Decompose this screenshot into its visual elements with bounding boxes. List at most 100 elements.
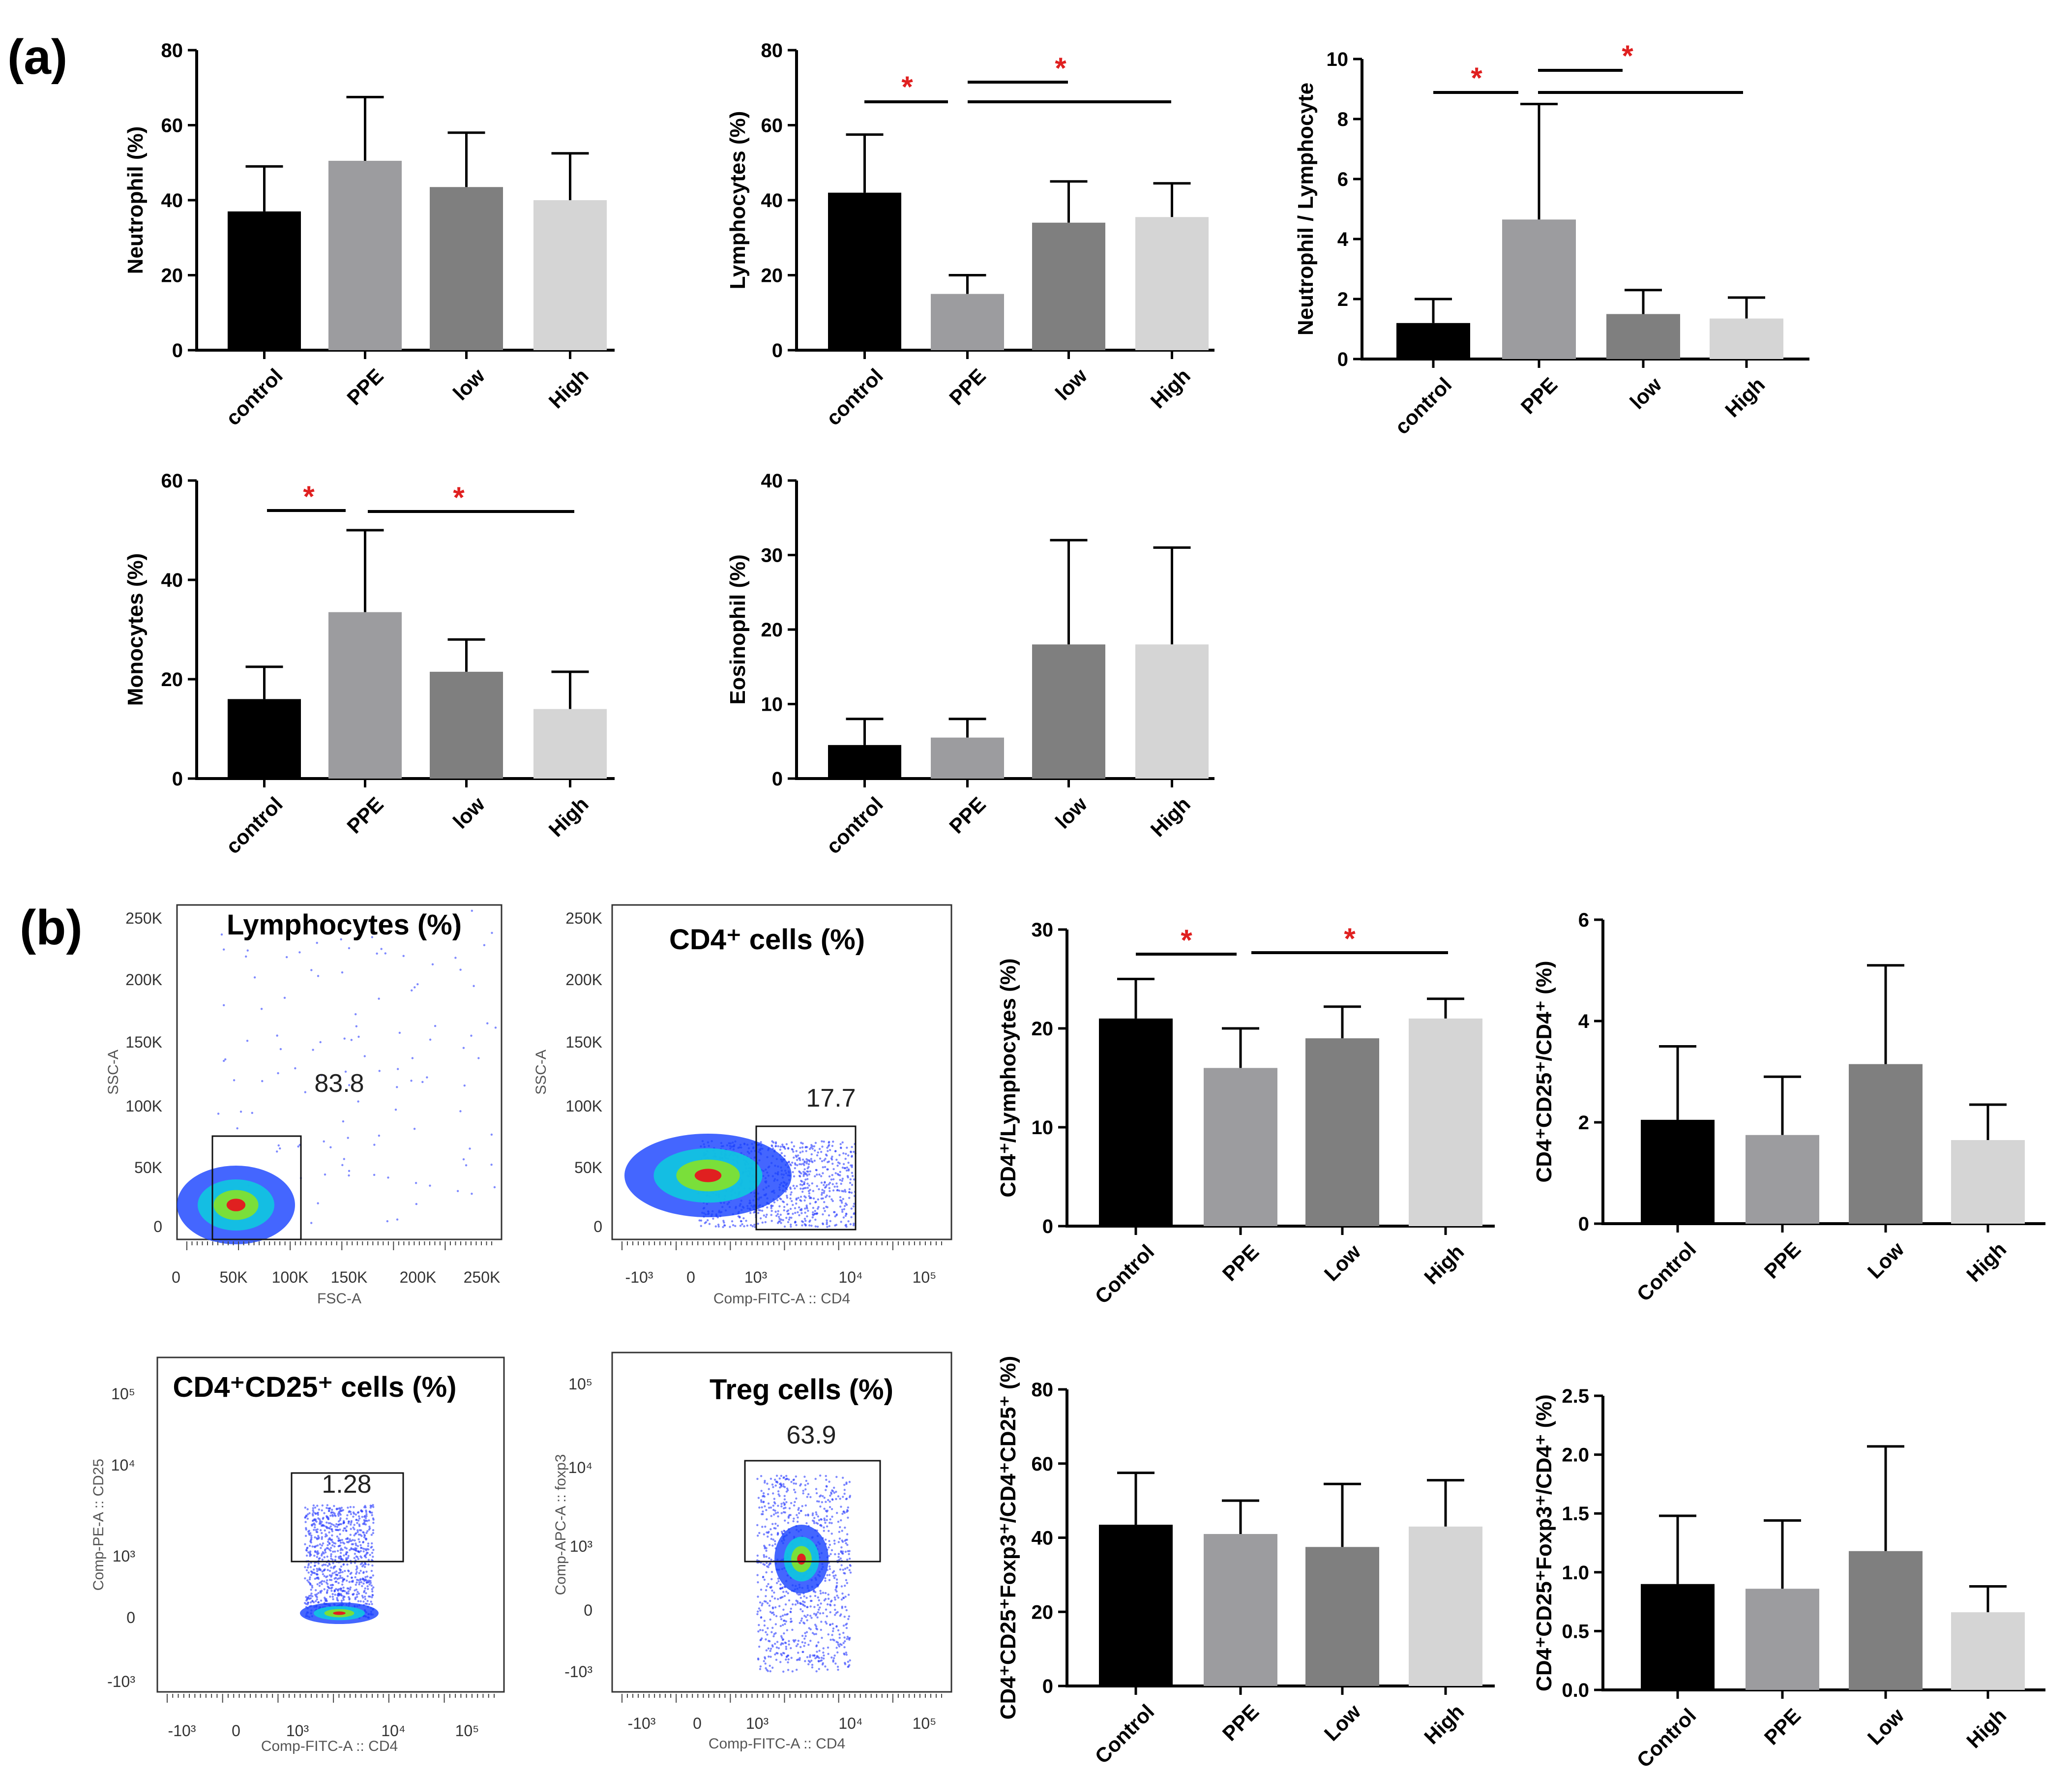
event-dot [328, 1531, 330, 1534]
event-dot [321, 1504, 324, 1507]
event-dot [810, 1659, 813, 1662]
event-dot [838, 1636, 841, 1639]
event-dot [807, 1493, 810, 1496]
event-dot [712, 1217, 714, 1220]
event-dot [838, 1559, 840, 1561]
event-dot [780, 1642, 783, 1645]
event-dot [792, 1212, 794, 1215]
event-dot [766, 1585, 768, 1588]
event-dot [805, 1479, 808, 1482]
event-dot [765, 1509, 768, 1511]
event-dot [784, 1603, 787, 1606]
event-dot [806, 1656, 809, 1658]
event-dot [396, 1086, 398, 1088]
event-dot [339, 1533, 341, 1535]
event-dot [277, 1072, 279, 1075]
event-dot [462, 1158, 465, 1161]
event-dot [825, 1485, 828, 1487]
event-dot [836, 1164, 839, 1167]
y-axis-label: CD4⁺/Lymphocytes (%) [996, 958, 1020, 1197]
event-dot [838, 1531, 841, 1533]
event-dot [809, 1655, 811, 1658]
event-dot [368, 1510, 371, 1513]
event-dot [770, 1578, 773, 1581]
event-dot [773, 1201, 776, 1203]
event-dot [772, 1613, 775, 1616]
event-dot [842, 1552, 844, 1555]
event-dot [776, 1222, 779, 1224]
event-dot [334, 1525, 337, 1528]
bar-high [533, 709, 607, 779]
event-dot [815, 1488, 818, 1490]
event-dot [347, 1592, 350, 1595]
event-dot [358, 1540, 361, 1543]
event-dot [844, 1158, 847, 1160]
event-dot [307, 1530, 310, 1533]
event-dot [824, 1166, 827, 1169]
event-dot [762, 1492, 765, 1495]
event-dot [790, 1225, 792, 1228]
y-tick-label: 0 [772, 340, 783, 361]
event-dot [822, 1662, 824, 1664]
event-dot [823, 1654, 825, 1657]
event-dot [816, 1651, 818, 1653]
event-dot [847, 1220, 850, 1223]
bar-low [430, 187, 503, 350]
y-tick-label: 20 [1032, 1018, 1054, 1040]
event-dot [365, 1581, 368, 1584]
event-dot [305, 1602, 307, 1605]
event-dot [808, 1147, 811, 1150]
event-dot [780, 1198, 782, 1201]
significance-star: * [1181, 924, 1192, 957]
event-dot [751, 1225, 754, 1228]
event-dot [322, 1573, 325, 1575]
event-dot [319, 1041, 322, 1044]
event-dot [839, 1178, 841, 1181]
event-dot [836, 1582, 838, 1584]
event-dot [835, 1182, 838, 1185]
event-dot [364, 1576, 367, 1578]
y-axis-label: Comp-APC-A :: foxp3 [553, 1454, 569, 1595]
event-dot [760, 1616, 763, 1619]
event-dot [306, 1517, 309, 1520]
x-category-label: PPE [1218, 1700, 1264, 1745]
event-dot [822, 1657, 825, 1660]
event-dot [809, 1615, 812, 1617]
event-dot [799, 1183, 802, 1186]
event-dot [788, 1218, 791, 1221]
event-dot [796, 1159, 799, 1161]
event-dot [780, 1218, 783, 1221]
x-category-label: Low [1320, 1240, 1365, 1286]
event-dot [815, 1670, 818, 1673]
event-dot [279, 1048, 282, 1051]
event-dot [787, 1592, 789, 1594]
event-dot [821, 1501, 824, 1504]
event-dot [832, 1141, 834, 1143]
y-tick-label: 250K [125, 909, 162, 927]
event-dot [376, 952, 378, 955]
event-dot [787, 1489, 789, 1492]
event-dot [827, 1633, 829, 1636]
event-dot [307, 1566, 309, 1569]
event-dot [817, 1604, 819, 1606]
event-dot [831, 1499, 834, 1501]
event-dot [357, 1511, 360, 1513]
event-dot [794, 1167, 797, 1170]
event-dot [763, 1544, 766, 1547]
event-dot [763, 1620, 766, 1622]
event-dot [331, 1528, 333, 1531]
y-tick-label: 10³ [570, 1537, 593, 1555]
event-dot [339, 1593, 342, 1595]
event-dot [352, 1526, 355, 1529]
event-dot [795, 1154, 797, 1157]
event-dot [307, 1551, 310, 1554]
event-dot [815, 1513, 818, 1516]
flow-title: CD4⁺CD25⁺ cells (%) [173, 1371, 457, 1403]
event-dot [362, 1582, 365, 1585]
event-dot [357, 1534, 360, 1536]
event-dot [331, 1544, 334, 1547]
event-dot [314, 1536, 316, 1538]
event-dot [852, 1224, 855, 1227]
event-dot [323, 1588, 326, 1591]
